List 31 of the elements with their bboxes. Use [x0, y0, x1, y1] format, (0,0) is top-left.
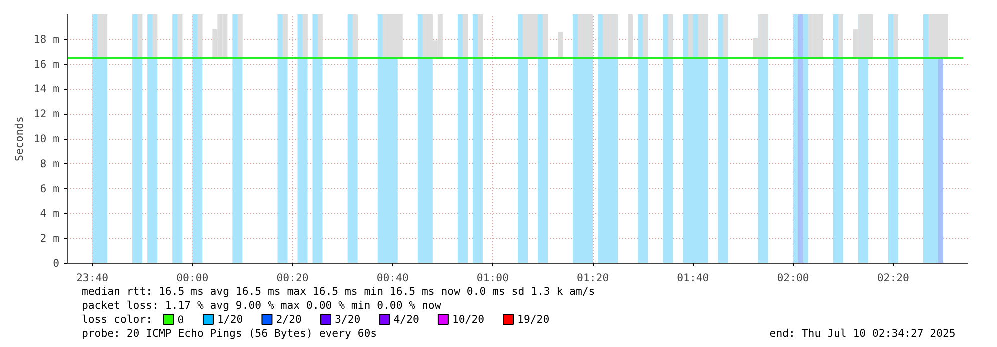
- y-tick-label: 16 m: [34, 58, 60, 71]
- y-tick-label: 10 m: [34, 132, 60, 146]
- y-tick-label: 8 m: [40, 157, 60, 170]
- legend-label: 3/20: [335, 313, 361, 326]
- x-tick-label: 02:20: [877, 272, 910, 284]
- legend-label: 10/20: [452, 313, 485, 326]
- y-tick-label: 14 m: [34, 82, 60, 96]
- y-axis-title: Seconds: [12, 116, 26, 162]
- x-tick-label: 00:00: [176, 272, 209, 284]
- legend-label: 1/20: [218, 313, 244, 326]
- x-tick-label: 00:40: [376, 272, 409, 284]
- text: end: Thu Jul 10 02:34:27 2025: [770, 327, 956, 340]
- y-tick-label: 18 m: [34, 32, 60, 46]
- y-tick-label: 12 m: [34, 108, 60, 121]
- text: probe: 20 ICMP Echo Pings (56 Bytes) every 60s: [82, 327, 378, 340]
- legend-label: 4/20: [394, 313, 420, 326]
- legend-label: 2/20: [276, 313, 302, 326]
- y-tick-label: 4 m: [40, 207, 60, 220]
- legend-title: loss color:: [82, 313, 153, 326]
- legend-label: 19/20: [518, 313, 550, 326]
- x-tick-label: 02:00: [777, 272, 810, 284]
- text: packet loss: 1.17 % avg 9.00 % max 0.00 % min 0.00 % now: [82, 299, 442, 312]
- y-tick-label: 2 m: [40, 232, 60, 246]
- x-tick-label: 01:40: [677, 272, 710, 284]
- y-tick-label: 0: [53, 257, 60, 270]
- y-tick-label: 6 m: [40, 182, 60, 196]
- x-tick-label: 01:00: [476, 272, 510, 284]
- legend-label: 0: [178, 314, 184, 326]
- x-tick-label: 00:20: [276, 272, 309, 284]
- x-tick-label: 23:40: [76, 272, 109, 284]
- x-tick-label: 01:20: [577, 272, 610, 284]
